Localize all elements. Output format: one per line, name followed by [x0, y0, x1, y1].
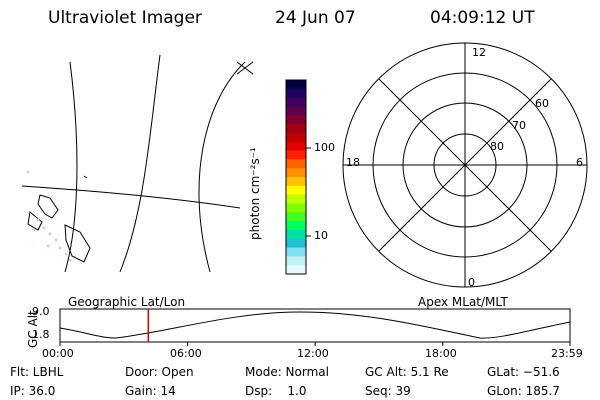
- xtick: 23:59: [551, 347, 583, 360]
- colorbar-segment: [286, 115, 306, 125]
- colorbar-segment: [286, 247, 306, 257]
- polar-label-0: 0: [468, 276, 475, 289]
- colorbar: [286, 80, 306, 275]
- title: Ultraviolet Imager: [48, 8, 202, 28]
- info-door: Door: Open: [125, 365, 194, 379]
- info-seq: Seq: 39: [365, 384, 411, 398]
- colorbar-segment: [286, 97, 306, 107]
- colorbar-segment: [286, 106, 306, 116]
- colorbar-segment: [286, 203, 306, 213]
- strip-ymax: 9.0: [32, 305, 50, 318]
- colorbar-segment: [286, 221, 306, 231]
- colorbar-segment: [286, 177, 306, 187]
- colorbar-segment: [286, 256, 306, 266]
- colorbar-segment: [286, 80, 306, 90]
- colorbar-segment: [286, 168, 306, 178]
- colorbar-segment: [286, 150, 306, 160]
- colorbar-segment: [286, 265, 306, 275]
- altitude-curve: [59, 311, 571, 339]
- xtick: 18:00: [425, 347, 457, 360]
- info-dsp: Dsp: 1.0: [245, 384, 307, 398]
- colorbar-segment: [286, 229, 306, 240]
- polar-label-6: 6: [576, 156, 583, 169]
- date: 24 Jun 07: [275, 8, 356, 28]
- geographic-map: [21, 54, 254, 273]
- polar-ring-label: 70: [512, 119, 526, 132]
- colorbar-tick: 100: [314, 141, 335, 154]
- colorbar-segment: [286, 212, 306, 222]
- xtick: 00:00: [42, 347, 74, 360]
- colorbar-segment: [286, 132, 306, 143]
- info-mode: Mode: Normal: [245, 365, 329, 379]
- xtick: 06:00: [170, 347, 202, 360]
- polar-plot: [342, 42, 588, 288]
- strip-ymin: 1.8: [32, 328, 50, 341]
- info-gc-alt: GC Alt: 5.1 Re: [365, 365, 449, 379]
- polar-ring-label: 80: [490, 140, 504, 153]
- colorbar-segment: [286, 185, 306, 196]
- info-glon: GLon: 185.7: [487, 384, 560, 398]
- time: 04:09:12 UT: [430, 8, 535, 28]
- colorbar-label: photon cm⁻²s⁻¹: [248, 147, 262, 240]
- info-gain: Gain: 14: [125, 384, 176, 398]
- colorbar-tick: 10: [314, 229, 328, 242]
- colorbar-segment: [286, 159, 306, 169]
- info-filter: Flt: LBHL: [10, 365, 64, 379]
- info-ip: IP: 36.0: [10, 384, 56, 398]
- polar-label-12: 12: [472, 46, 486, 59]
- colorbar-segment: [286, 194, 306, 204]
- strip-right-title: Apex MLat/MLT: [418, 295, 508, 309]
- polar-label-18: 18: [346, 156, 360, 169]
- aurora-dots: [26, 170, 72, 262]
- polar-ring-label: 60: [535, 97, 549, 110]
- colorbar-segment: [286, 238, 306, 249]
- xtick: 12:00: [297, 347, 329, 360]
- colorbar-segment: [286, 141, 306, 152]
- colorbar-segment: [286, 88, 306, 99]
- colorbar-segment: [286, 124, 306, 134]
- strip-left-title: Geographic Lat/Lon: [68, 295, 186, 309]
- info-glat: GLat: −51.6: [487, 365, 560, 379]
